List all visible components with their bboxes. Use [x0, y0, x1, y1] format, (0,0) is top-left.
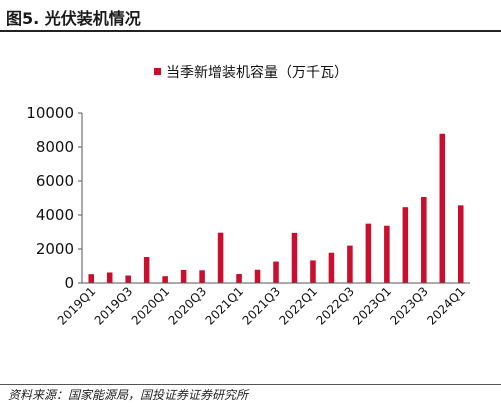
x-axis: 2019Q12019Q32020Q12020Q32021Q12021Q32022…	[55, 282, 470, 328]
bar-2023q1	[384, 225, 390, 283]
x-tick-label: 2019Q3	[92, 284, 136, 328]
y-tick-label: 2000	[36, 240, 74, 258]
bar-2021q2	[254, 269, 261, 283]
x-tick-label: 2020Q1	[129, 284, 173, 328]
x-tick-label: 2023Q1	[350, 284, 394, 328]
x-tick-label: 2022Q3	[313, 284, 357, 328]
x-tick-label: 2023Q3	[387, 284, 431, 328]
source-note: 资料来源：国家能源局，国投证券证券研究所	[8, 388, 249, 402]
bar-2022q4	[365, 223, 372, 283]
bar-2024q1	[457, 205, 464, 283]
title-divider	[0, 30, 501, 32]
figure-title: 图5. 光伏装机情况	[6, 9, 141, 28]
bar-chart: 当季新增装机容量（万千瓦） 0 2000 4000 6000 8000 10000 201…	[26, 64, 470, 328]
legend-swatch	[154, 68, 161, 75]
y-tick-label: 6000	[36, 172, 74, 190]
x-tick-label: 2022Q1	[276, 284, 320, 328]
bar-2020q1	[162, 276, 168, 283]
x-tick-label: 2021Q1	[203, 284, 247, 328]
bar-2019q4	[143, 256, 150, 283]
x-tick-label: 2019Q1	[55, 284, 99, 328]
bar-2020q4	[217, 232, 224, 283]
legend: 当季新增装机容量（万千瓦）	[154, 64, 348, 81]
legend-label: 当季新增装机容量（万千瓦）	[166, 64, 348, 81]
bar-2023q4	[439, 133, 446, 283]
x-tick-label: 2020Q3	[166, 284, 210, 328]
bar-2021q4	[291, 232, 298, 283]
y-tick-label: 0	[64, 274, 74, 292]
bar-2022q1	[310, 260, 316, 283]
bar-2019q2	[106, 272, 113, 283]
y-tick-label: 10000	[26, 104, 74, 122]
bar-2020q3	[199, 270, 205, 283]
bar-2019q1	[88, 274, 95, 283]
bar-2019q3	[125, 275, 131, 283]
bar-2022q2	[328, 252, 335, 283]
x-tick-label: 2024Q1	[424, 284, 468, 328]
bar-2021q3	[273, 261, 279, 283]
source-divider	[0, 384, 501, 385]
y-axis: 0 2000 4000 6000 8000 10000	[26, 104, 83, 292]
x-tick-label: 2021Q3	[240, 284, 284, 328]
y-tick-label: 8000	[36, 138, 74, 156]
bar-2021q1	[236, 273, 242, 283]
bar-2020q2	[180, 269, 187, 283]
bar-2023q2	[402, 207, 409, 283]
bars	[88, 133, 464, 283]
bar-2023q3	[421, 196, 427, 283]
y-tick-label: 4000	[36, 206, 74, 224]
bar-2022q3	[347, 245, 353, 283]
